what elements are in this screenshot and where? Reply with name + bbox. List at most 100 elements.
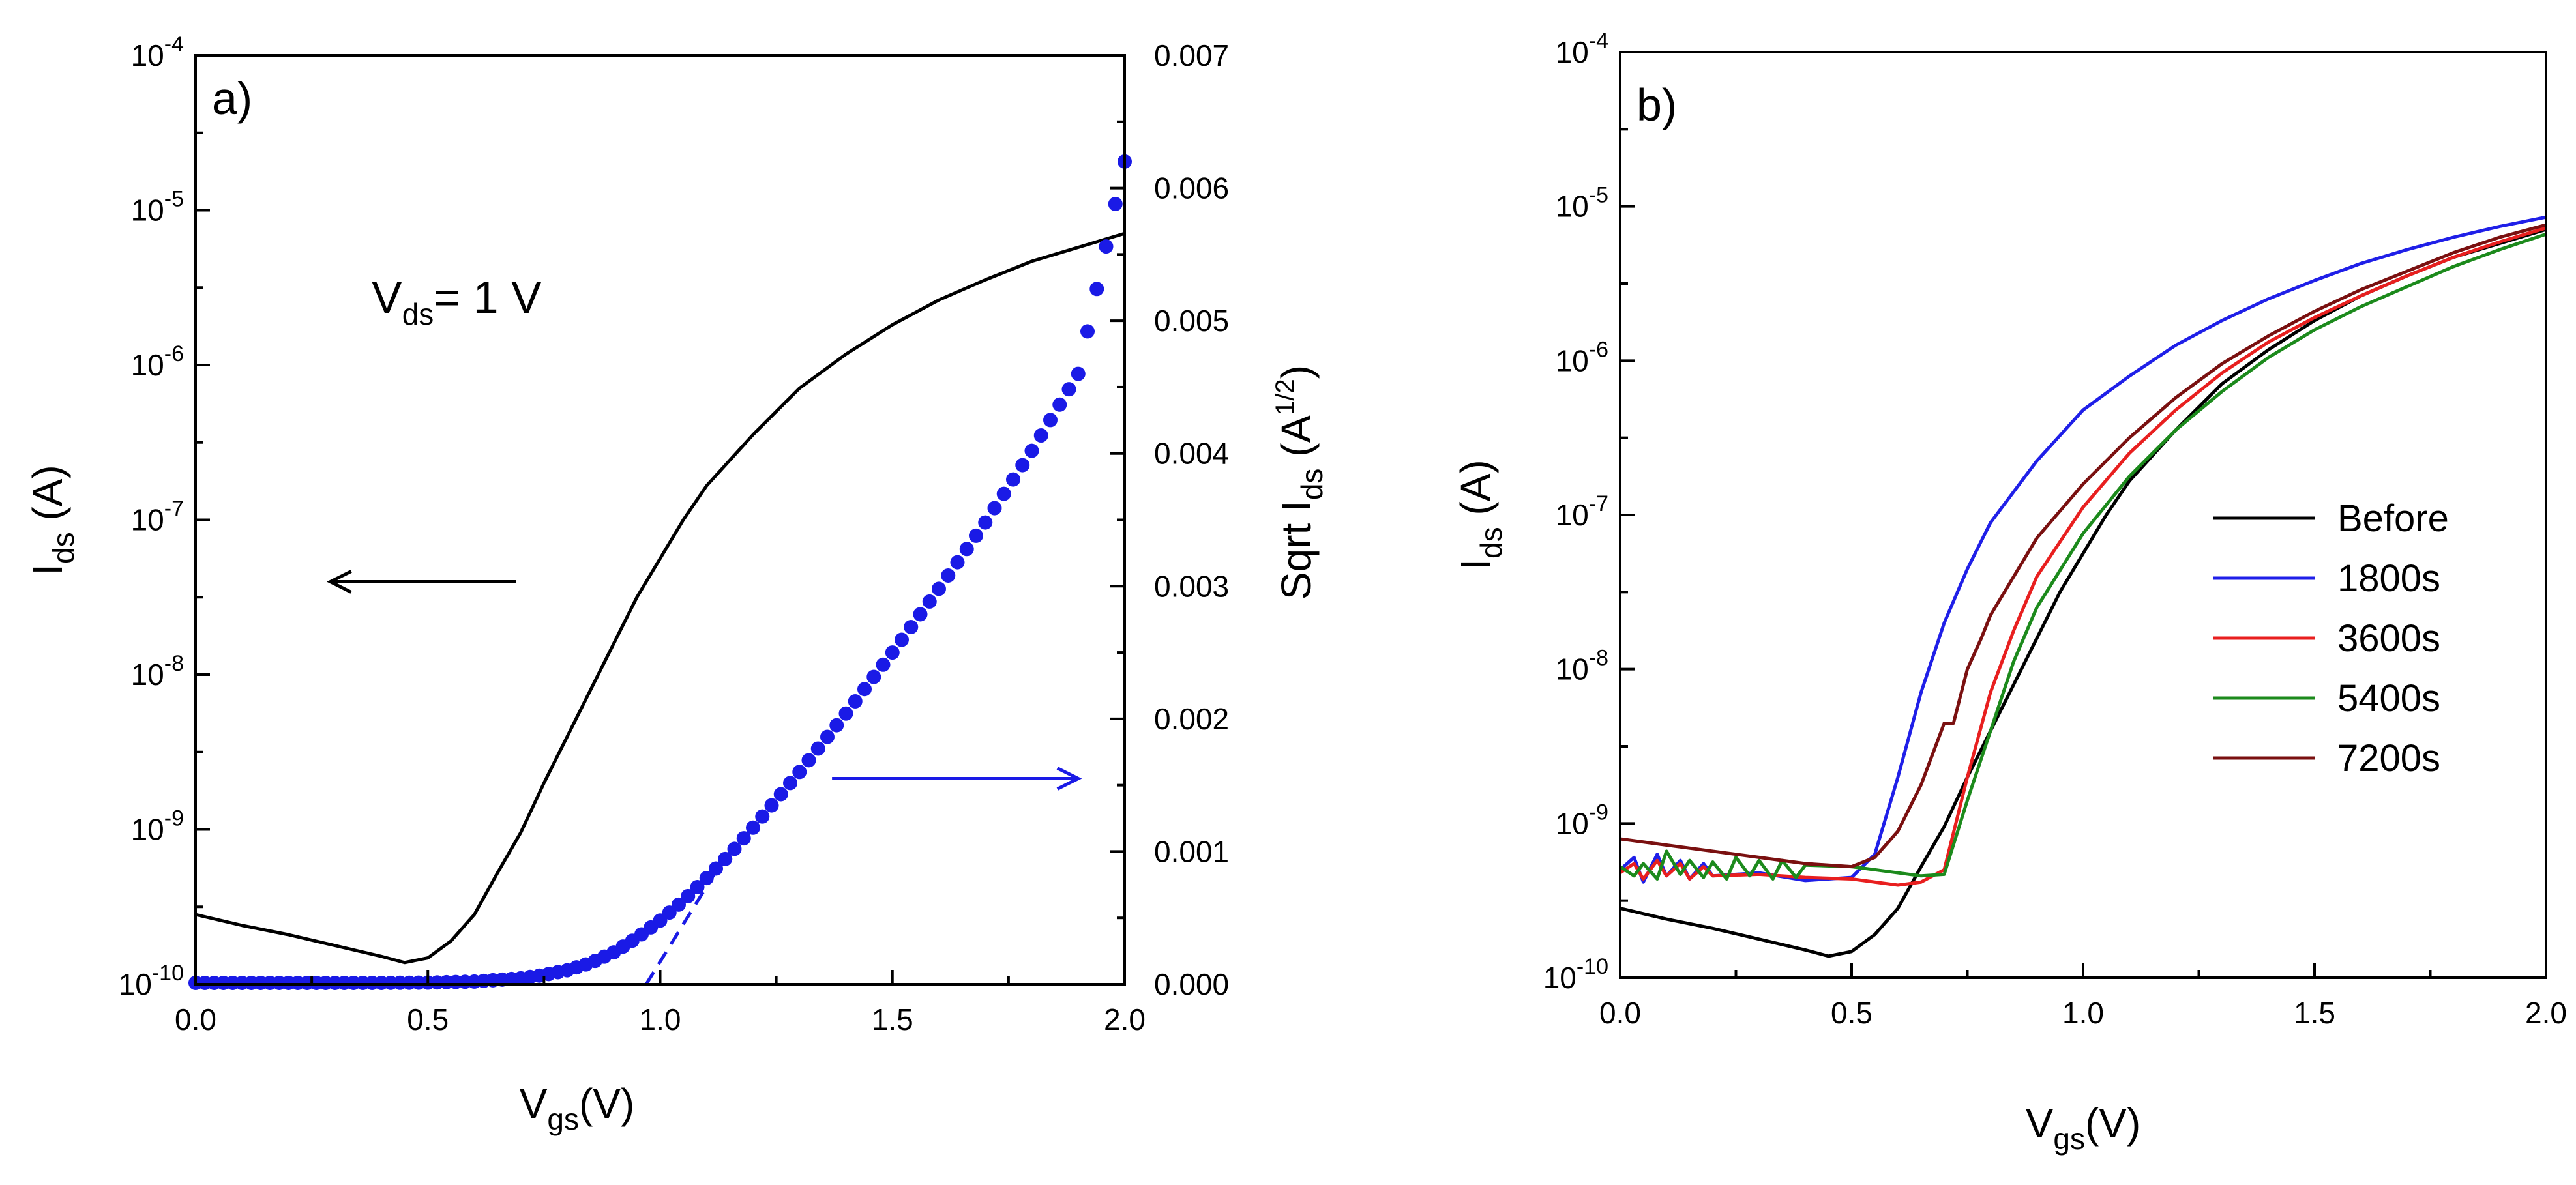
panel-a-label: a) xyxy=(212,73,252,124)
y-tick-label: 10-6 xyxy=(1556,337,1608,377)
sqrt-ids-point xyxy=(764,798,779,813)
y-tick-label: 10-7 xyxy=(131,497,184,537)
panel-a-y-axis-label: Ids (A) xyxy=(24,465,80,575)
sqrt-ids-point xyxy=(681,888,696,903)
sqrt-ids-point xyxy=(792,765,807,780)
panel-a: 0.0 0.5 1.0 1.5 2.0 10-1010-910-810-710-610-… xyxy=(24,32,1329,1136)
sqrt-ids-point xyxy=(736,831,751,846)
y2-tick-label: 0.001 xyxy=(1154,834,1229,868)
panel-a-y-ticks: 10-10 10-9 10-8 10-7 10-6 10-5 10-4 xyxy=(119,32,210,1001)
y-tick-label: 10-9 xyxy=(1556,800,1608,840)
legend-item-7200s: 7200s xyxy=(2213,737,2440,780)
sqrt-ids-point xyxy=(718,851,733,866)
y2-tick-label: 0.000 xyxy=(1154,967,1229,1001)
sqrt-ids-point xyxy=(848,694,863,709)
x-tick-label: 0.0 xyxy=(1599,996,1641,1030)
y2-tick-label: 0.002 xyxy=(1154,702,1229,736)
legend-label: 1800s xyxy=(2337,557,2440,600)
sqrt-ids-point xyxy=(876,657,891,672)
panel-b-y-ticks: 10-10 10-9 10-8 10-7 10-6 10-5 10-4 xyxy=(1543,29,1635,995)
sqrt-ids-point xyxy=(885,645,900,660)
y-tick-label: 10-4 xyxy=(1556,29,1608,69)
series-line-3600s xyxy=(1619,226,2547,887)
panel-b-plot-area xyxy=(1619,215,2547,958)
panel-b-legend: Before 1800s 3600s 5400s 7200s xyxy=(2213,497,2449,780)
sqrt-ids-point xyxy=(662,905,677,920)
legend-item-3600s: 3600s xyxy=(2213,617,2440,660)
x-tick-label: 1.5 xyxy=(2294,996,2335,1030)
sqrt-ids-point xyxy=(866,669,881,684)
sqrt-ids-point xyxy=(746,820,760,835)
sqrt-ids-point xyxy=(895,632,909,647)
legend-item-1800s: 1800s xyxy=(2213,557,2440,600)
legend-label: 5400s xyxy=(2337,677,2440,720)
y2-tick-label: 0.004 xyxy=(1154,437,1229,471)
panel-a-y2-axis-label: Sqrt Ids (A1/2) xyxy=(1271,365,1329,600)
legend-item-before: Before xyxy=(2213,497,2449,540)
sqrt-ids-point xyxy=(829,718,844,733)
panel-b-x-axis-label: Vgs(V) xyxy=(2026,1100,2141,1156)
panel-b-label: b) xyxy=(1636,80,1677,130)
sqrt-ids-point xyxy=(1061,382,1076,397)
sqrt-ids-point xyxy=(996,486,1011,501)
x-tick-label: 1.0 xyxy=(2062,996,2104,1030)
x-tick-label: 2.0 xyxy=(2525,996,2567,1030)
series-markers-sqrt-ids xyxy=(188,154,1132,990)
y-tick-label: 10-5 xyxy=(131,187,184,227)
y-tick-label: 10-10 xyxy=(119,961,184,1001)
panel-a-y2-ticks: 0.000 0.001 0.002 0.003 0.004 0.005 0.006 0.007 xyxy=(1110,38,1229,1001)
sqrt-ids-point xyxy=(773,787,788,802)
sqrt-ids-point xyxy=(727,841,742,856)
y-tick-label: 10-8 xyxy=(1556,646,1608,686)
y-tick-label: 10-5 xyxy=(1556,183,1608,224)
y2-tick-label: 0.006 xyxy=(1154,171,1229,205)
sqrt-ids-point xyxy=(959,542,974,557)
sqrt-ids-point xyxy=(783,776,797,791)
arrow-right xyxy=(832,767,1082,791)
panel-b-y-axis-label: Ids (A) xyxy=(1452,460,1508,570)
sqrt-ids-point xyxy=(1080,324,1095,339)
sqrt-ids-point xyxy=(690,879,705,894)
x-tick-label: 1.0 xyxy=(640,1002,681,1036)
sqrt-ids-point xyxy=(978,515,993,530)
sqrt-ids-point xyxy=(1033,428,1048,443)
sqrt-ids-point xyxy=(987,501,1002,516)
legend-label: 7200s xyxy=(2337,737,2440,780)
sqrt-ids-point xyxy=(755,809,770,824)
legend-label: Before xyxy=(2337,497,2449,540)
legend-label: 3600s xyxy=(2337,617,2440,660)
sqrt-ids-point xyxy=(950,555,965,570)
x-tick-label: 0.5 xyxy=(407,1002,449,1036)
y-tick-label: 10-8 xyxy=(131,651,184,692)
sqrt-ids-point xyxy=(922,594,937,609)
y-tick-label: 10-7 xyxy=(1556,491,1608,532)
panel-a-x-ticks: 0.0 0.5 1.0 1.5 2.0 xyxy=(175,970,1146,1036)
y-tick-label: 10-6 xyxy=(131,342,184,382)
sqrt-ids-point xyxy=(1015,458,1030,473)
y-tick-label: 10-4 xyxy=(131,32,184,72)
panel-b-x-ticks: 0.0 0.5 1.0 1.5 2.0 xyxy=(1599,963,2567,1030)
panel-a-plot-area xyxy=(188,154,1132,990)
sqrt-ids-point xyxy=(653,913,668,928)
y2-tick-label: 0.007 xyxy=(1154,38,1229,72)
y-tick-label: 10-10 xyxy=(1543,954,1608,995)
sqrt-ids-point xyxy=(1071,366,1086,381)
sqrt-ids-point xyxy=(1099,239,1114,254)
sqrt-ids-point xyxy=(932,581,946,596)
sqrt-ids-point xyxy=(1024,443,1039,458)
sqrt-ids-point xyxy=(801,753,816,768)
series-line-5400s xyxy=(1619,232,2547,881)
x-tick-label: 0.0 xyxy=(175,1002,216,1036)
panel-b: 0.0 0.5 1.0 1.5 2.0 10-1010-910-810-710-610-… xyxy=(1452,29,2567,1156)
sqrt-ids-point xyxy=(820,729,835,744)
sqrt-ids-point xyxy=(1089,282,1104,297)
sqrt-ids-point xyxy=(838,706,853,721)
sqrt-ids-point xyxy=(1108,197,1123,211)
panel-a-x-axis-label: Vgs(V) xyxy=(520,1080,635,1136)
series-line-7200s xyxy=(1620,223,2547,869)
sqrt-ids-point xyxy=(913,607,928,622)
y2-tick-label: 0.003 xyxy=(1154,569,1229,603)
sqrt-ids-point xyxy=(1043,413,1058,428)
sqrt-ids-point xyxy=(672,897,686,912)
